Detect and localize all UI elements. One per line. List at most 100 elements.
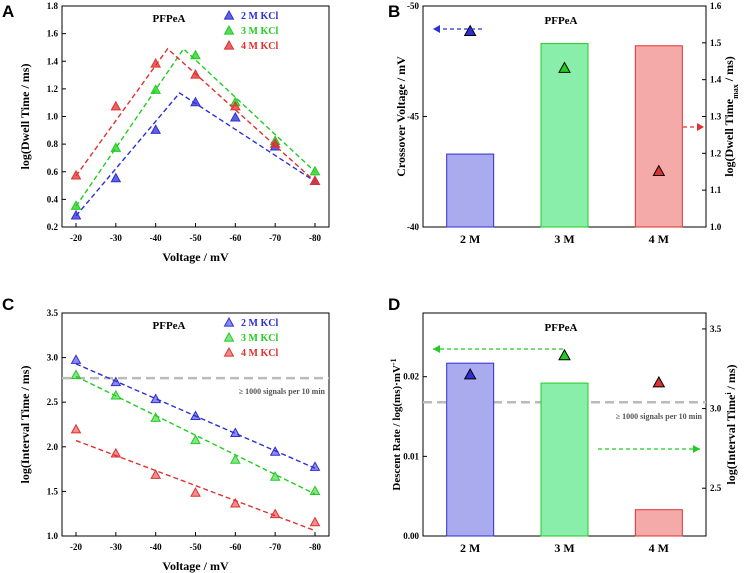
b-ytick-label: -50 [407,1,419,11]
b-marker-3m [558,61,571,73]
a-xtick-label: -50 [190,233,202,243]
a-legend-label: 3 M KCl [241,26,278,37]
c-data-point [309,485,321,495]
b-y2tick-label: 1.6 [710,1,722,11]
a-ytick-label: 1.6 [47,29,59,39]
a-data-point [70,169,82,180]
a-ytick-label: 0.2 [47,222,59,232]
c-data-point [309,461,321,471]
c-data-point [70,369,82,380]
a-title: PFPeA [153,13,186,25]
panel-label-b: B [388,2,400,21]
c-legend-label: 4 M KCl [241,348,278,359]
b-bar-2m [446,153,495,228]
a-ylabel: log(Dwell Time / ms) [18,64,32,170]
d-threshold-label: ≥ 1000 signals per 10 min [616,412,703,421]
d-y2label: log(Interval Timei / ms) [724,364,739,484]
d-marker-3m [558,348,571,361]
b-marker-2m [463,24,477,37]
a-legend-label: 4 M KCl [241,41,278,52]
c-legend-marker [223,331,235,342]
a-ytick-label: 1.8 [47,1,59,11]
a-legend-label: 2 M KCl [241,11,278,22]
c-legend-label: 2 M KCl [241,318,278,329]
a-ytick-label: 1.0 [47,112,59,122]
c-ytick-label: 1.5 [47,486,59,496]
a-ytick-label: 0.8 [47,139,59,149]
a-data-point [110,142,122,152]
a-ytick-label: 0.6 [47,167,59,177]
a-xtick-label: -40 [150,233,162,243]
d-arrow-left-head [433,345,440,353]
d-ytick-label: 0.01 [403,451,419,461]
a-ytick-label: 1.2 [47,84,59,94]
d-marker-2m [463,367,477,380]
c-xtick-label: -40 [150,542,162,552]
a-xtick-label: -20 [70,233,82,243]
c-data-point [269,446,281,456]
d-title: PFPeA [545,322,578,334]
c-data-point [150,393,162,404]
c-data-point [269,508,281,519]
b-bar-4m [634,45,683,228]
a-data-point [70,200,82,210]
a-data-point [309,175,321,185]
a-legend-marker [223,9,235,20]
c-ylabel: log(Interval Time / ms) [18,366,32,484]
c-data-point [190,410,201,421]
a-xtick-label: -30 [110,233,122,243]
b-category-label: 3 M [554,232,574,246]
c-data-point [150,412,162,422]
c-threshold-label: ≥ 1000 signals per 10 min [239,387,326,396]
b-bar-3m [540,43,589,228]
b-y2tick-label: 1.4 [710,75,722,85]
a-data-point [150,57,162,68]
d-ytick-label: 0.00 [403,531,419,541]
b-y2tick-label: 1.3 [710,112,722,122]
panel-label-a: A [2,2,14,21]
b-y2tick-label: 1.2 [710,148,722,158]
b-y2label: log(Dwell Timemax / ms) [722,56,740,177]
c-ytick-label: 2.5 [47,397,59,407]
a-fit-line-2m [75,92,316,217]
b-ytick-label: -45 [407,112,419,122]
a-xtick-label: -80 [309,233,321,243]
b-y2tick-label: 1.1 [710,185,722,195]
c-xlabel: Voltage / mV [162,559,229,573]
b-category-label: 4 M [649,232,669,246]
c-data-point [229,454,241,464]
c-xtick-label: -60 [229,542,241,552]
c-legend-marker [223,316,235,327]
a-data-point [269,138,281,148]
c-xtick-label: -20 [70,542,82,552]
a-ytick-label: 1.4 [47,56,59,66]
a-data-point [190,96,201,107]
a-xtick-label: -70 [269,233,281,243]
c-ytick-label: 1.0 [47,531,59,541]
c-legend-marker [223,346,235,357]
a-data-point [190,49,201,60]
b-y2tick-label: 1.5 [710,38,722,48]
c-plot-frame [61,312,330,537]
d-arrow-right-head [693,445,700,453]
a-data-point [150,84,162,94]
c-data-point [70,354,82,364]
panel-label-d: D [388,295,400,314]
c-data-point [70,423,82,434]
b-category-label: 2 M [460,232,480,246]
b-ylabel: Crossover Voltage / mV [394,56,408,177]
b-arrow-right-head [697,123,704,131]
a-data-point [229,100,241,111]
c-legend-label: 3 M KCl [241,333,278,344]
d-ytick-label: 0.02 [403,372,419,382]
c-data-point [110,447,122,458]
a-data-point [190,69,201,79]
d-y2tick-label: 3.0 [710,404,722,414]
a-xlabel: Voltage / mV [162,250,229,264]
a-xtick-label: -60 [229,233,241,243]
a-data-point [110,100,122,111]
c-data-point [269,471,281,481]
d-bar-3m [540,382,589,537]
c-data-point [150,469,162,479]
